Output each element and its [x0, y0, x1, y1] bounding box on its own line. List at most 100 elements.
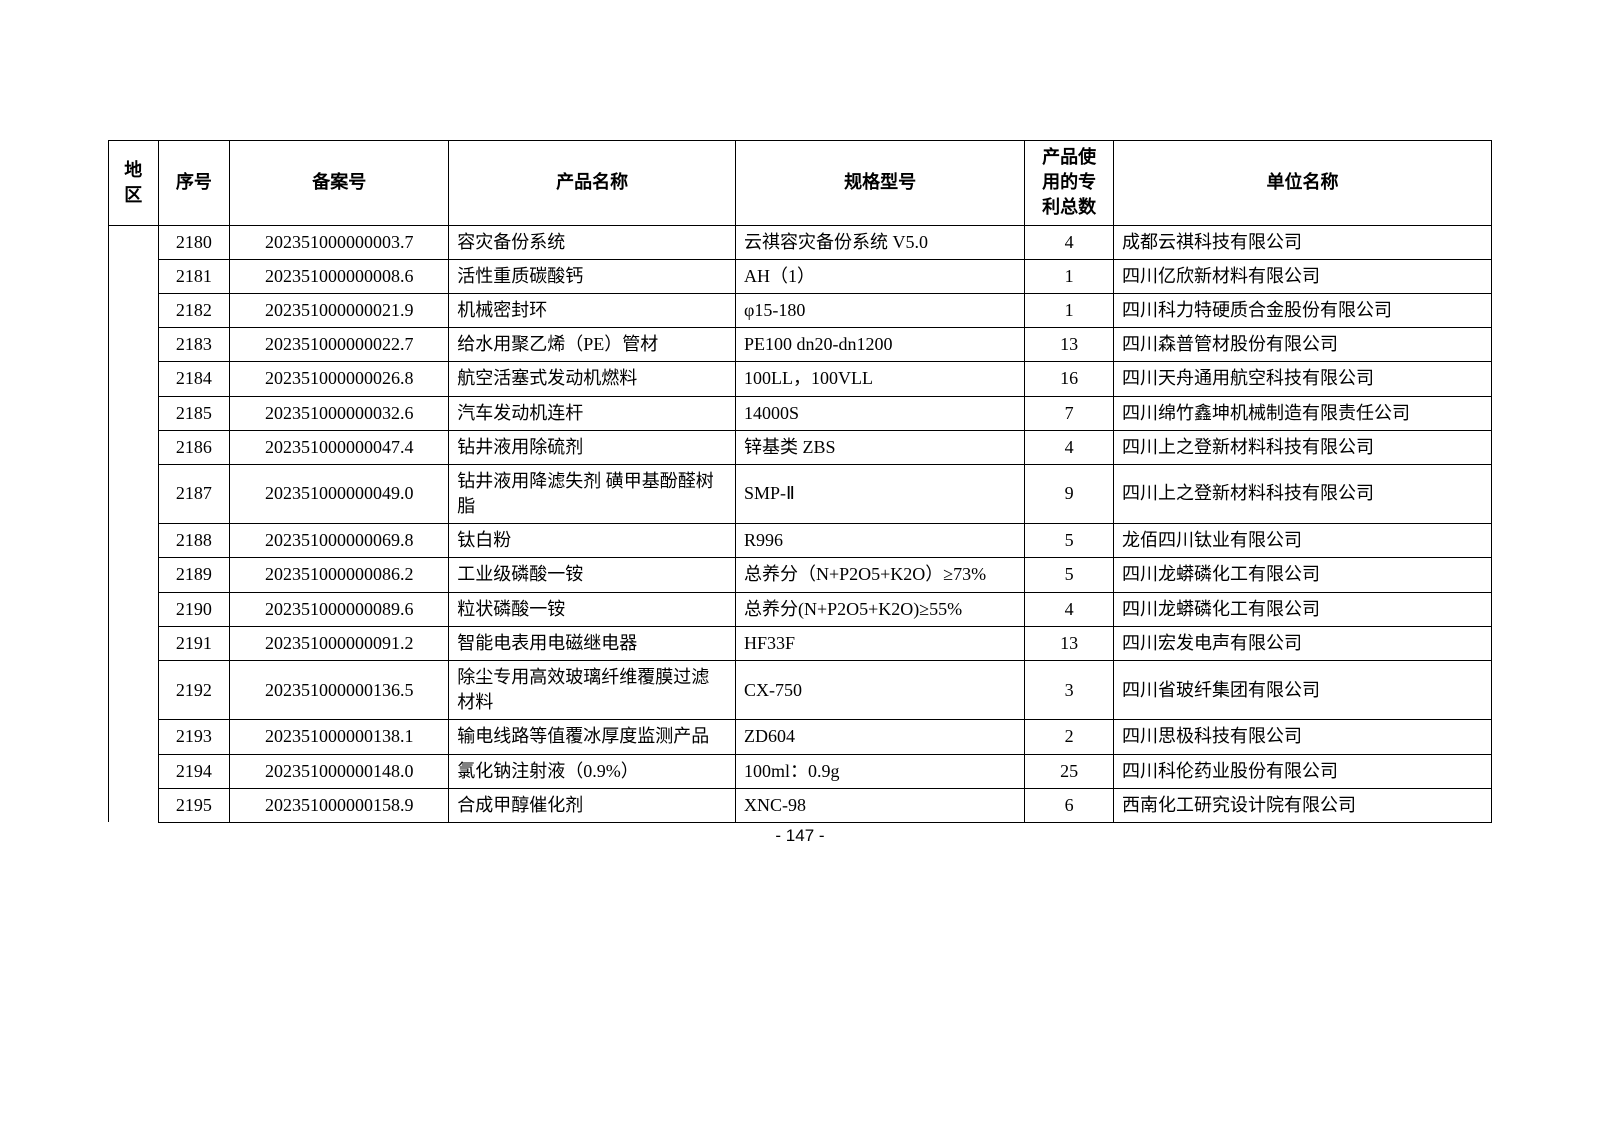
seq-cell: 2189 [158, 558, 230, 592]
filing-cell: 202351000000136.5 [230, 661, 449, 720]
seq-cell: 2182 [158, 293, 230, 327]
product-cell: 输电线路等值覆冰厚度监测产品 [449, 720, 736, 754]
table-row: 2184202351000000026.8航空活塞式发动机燃料100LL，100… [109, 362, 1492, 396]
filing-cell: 202351000000138.1 [230, 720, 449, 754]
table-container: 地区 序号 备案号 产品名称 规格型号 产品使用的专利总数 单位名称 21802… [108, 140, 1492, 823]
spec-cell: AH（1） [735, 259, 1024, 293]
filing-cell: 202351000000148.0 [230, 754, 449, 788]
unit-cell: 四川省玻纤集团有限公司 [1113, 661, 1491, 720]
product-cell: 活性重质碳酸钙 [449, 259, 736, 293]
spec-cell: 100LL，100VLL [735, 362, 1024, 396]
table-row: 2183202351000000022.7给水用聚乙烯（PE）管材PE100 d… [109, 328, 1492, 362]
unit-cell: 四川绵竹鑫坤机械制造有限责任公司 [1113, 396, 1491, 430]
seq-cell: 2190 [158, 592, 230, 626]
table-row: 2190202351000000089.6粒状磷酸一铵总养分(N+P2O5+K2… [109, 592, 1492, 626]
spec-cell: φ15-180 [735, 293, 1024, 327]
unit-cell: 四川宏发电声有限公司 [1113, 626, 1491, 660]
filing-cell: 202351000000008.6 [230, 259, 449, 293]
table-row: 2195202351000000158.9合成甲醇催化剂XNC-986西南化工研… [109, 788, 1492, 822]
patent-cell: 4 [1025, 225, 1114, 259]
table-body: 2180202351000000003.7容灾备份系统云祺容灾备份系统 V5.0… [109, 225, 1492, 822]
seq-cell: 2193 [158, 720, 230, 754]
patent-cell: 16 [1025, 362, 1114, 396]
spec-cell: CX-750 [735, 661, 1024, 720]
table-row: 2185202351000000032.6汽车发动机连杆14000S7四川绵竹鑫… [109, 396, 1492, 430]
unit-cell: 四川上之登新材料科技有限公司 [1113, 464, 1491, 523]
spec-cell: ZD604 [735, 720, 1024, 754]
filing-cell: 202351000000032.6 [230, 396, 449, 430]
seq-cell: 2184 [158, 362, 230, 396]
seq-cell: 2194 [158, 754, 230, 788]
spec-cell: HF33F [735, 626, 1024, 660]
patent-cell: 1 [1025, 293, 1114, 327]
filing-cell: 202351000000091.2 [230, 626, 449, 660]
header-region: 地区 [109, 141, 159, 226]
product-cell: 航空活塞式发动机燃料 [449, 362, 736, 396]
unit-cell: 四川龙蟒磷化工有限公司 [1113, 558, 1491, 592]
product-cell: 汽车发动机连杆 [449, 396, 736, 430]
filing-cell: 202351000000047.4 [230, 430, 449, 464]
product-cell: 容灾备份系统 [449, 225, 736, 259]
spec-cell: R996 [735, 524, 1024, 558]
filing-cell: 202351000000086.2 [230, 558, 449, 592]
filing-cell: 202351000000026.8 [230, 362, 449, 396]
filing-cell: 202351000000089.6 [230, 592, 449, 626]
patent-cell: 5 [1025, 524, 1114, 558]
patent-cell: 13 [1025, 626, 1114, 660]
page-number: - 147 - [0, 826, 1600, 846]
patent-cell: 9 [1025, 464, 1114, 523]
seq-cell: 2187 [158, 464, 230, 523]
table-row: 2194202351000000148.0氯化钠注射液（0.9%）100ml：0… [109, 754, 1492, 788]
spec-cell: XNC-98 [735, 788, 1024, 822]
header-spec: 规格型号 [735, 141, 1024, 226]
unit-cell: 四川思极科技有限公司 [1113, 720, 1491, 754]
spec-cell: 14000S [735, 396, 1024, 430]
filing-cell: 202351000000158.9 [230, 788, 449, 822]
product-cell: 粒状磷酸一铵 [449, 592, 736, 626]
unit-cell: 成都云祺科技有限公司 [1113, 225, 1491, 259]
spec-cell: 总养分（N+P2O5+K2O）≥73% [735, 558, 1024, 592]
filing-cell: 202351000000021.9 [230, 293, 449, 327]
seq-cell: 2192 [158, 661, 230, 720]
spec-cell: 云祺容灾备份系统 V5.0 [735, 225, 1024, 259]
unit-cell: 四川科力特硬质合金股份有限公司 [1113, 293, 1491, 327]
patent-cell: 4 [1025, 430, 1114, 464]
patent-cell: 25 [1025, 754, 1114, 788]
header-product: 产品名称 [449, 141, 736, 226]
spec-cell: PE100 dn20-dn1200 [735, 328, 1024, 362]
table-row: 2188202351000000069.8钛白粉R9965龙佰四川钛业有限公司 [109, 524, 1492, 558]
filing-cell: 202351000000049.0 [230, 464, 449, 523]
table-row: 2182202351000000021.9机械密封环φ15-1801四川科力特硬… [109, 293, 1492, 327]
unit-cell: 龙佰四川钛业有限公司 [1113, 524, 1491, 558]
header-seq: 序号 [158, 141, 230, 226]
product-cell: 钻井液用除硫剂 [449, 430, 736, 464]
seq-cell: 2185 [158, 396, 230, 430]
spec-cell: SMP-Ⅱ [735, 464, 1024, 523]
patent-cell: 13 [1025, 328, 1114, 362]
unit-cell: 四川亿欣新材料有限公司 [1113, 259, 1491, 293]
product-cell: 氯化钠注射液（0.9%） [449, 754, 736, 788]
product-cell: 除尘专用高效玻璃纤维覆膜过滤材料 [449, 661, 736, 720]
patent-cell: 1 [1025, 259, 1114, 293]
seq-cell: 2195 [158, 788, 230, 822]
spec-cell: 100ml：0.9g [735, 754, 1024, 788]
header-filing: 备案号 [230, 141, 449, 226]
table-row: 2193202351000000138.1输电线路等值覆冰厚度监测产品ZD604… [109, 720, 1492, 754]
unit-cell: 四川上之登新材料科技有限公司 [1113, 430, 1491, 464]
seq-cell: 2188 [158, 524, 230, 558]
seq-cell: 2181 [158, 259, 230, 293]
product-cell: 工业级磷酸一铵 [449, 558, 736, 592]
header-row: 地区 序号 备案号 产品名称 规格型号 产品使用的专利总数 单位名称 [109, 141, 1492, 226]
filing-cell: 202351000000069.8 [230, 524, 449, 558]
table-row: 2192202351000000136.5除尘专用高效玻璃纤维覆膜过滤材料CX-… [109, 661, 1492, 720]
seq-cell: 2186 [158, 430, 230, 464]
unit-cell: 四川森普管材股份有限公司 [1113, 328, 1491, 362]
patent-cell: 7 [1025, 396, 1114, 430]
patent-cell: 6 [1025, 788, 1114, 822]
region-cell [109, 225, 159, 822]
data-table: 地区 序号 备案号 产品名称 规格型号 产品使用的专利总数 单位名称 21802… [108, 140, 1492, 823]
table-row: 2180202351000000003.7容灾备份系统云祺容灾备份系统 V5.0… [109, 225, 1492, 259]
filing-cell: 202351000000022.7 [230, 328, 449, 362]
spec-cell: 总养分(N+P2O5+K2O)≥55% [735, 592, 1024, 626]
table-row: 2181202351000000008.6活性重质碳酸钙AH（1）1四川亿欣新材… [109, 259, 1492, 293]
